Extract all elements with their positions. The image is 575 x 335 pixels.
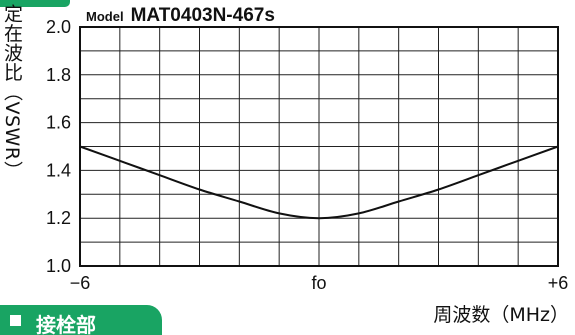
y-tick-label: 2.0: [46, 17, 71, 37]
section-tab: 接栓部: [0, 305, 162, 335]
x-tick-label: −6: [70, 273, 91, 293]
model-label: Model: [86, 9, 124, 24]
y-tick-labels: 1.0 1.2 1.4 1.6 1.8 2.0: [46, 17, 71, 276]
model-name: MAT0403N-467s: [130, 5, 275, 26]
y-tick-label: 1.0: [46, 256, 71, 276]
y-tick-label: 1.6: [46, 113, 71, 133]
x-tick-label: +6: [548, 273, 569, 293]
x-axis-label: 周波数（MHz）: [433, 304, 569, 326]
top-accent-tab: [0, 0, 70, 7]
y-tick-label: 1.8: [46, 65, 71, 85]
section-tab-label: 接栓部: [36, 313, 96, 335]
x-tick-label: fo: [311, 273, 326, 293]
vswr-chart: 1.0 1.2 1.4 1.6 1.8 2.0 −6 fo +6: [46, 17, 569, 293]
x-tick-labels: −6 fo +6: [70, 273, 569, 293]
vswr-curve: [79, 145, 559, 220]
square-bullet-icon: [10, 315, 21, 326]
y-tick-label: 1.4: [46, 160, 71, 180]
chart-grid: [80, 27, 558, 266]
y-axis-label-text: 定在波比（VSWR）: [1, 4, 23, 181]
y-tick-label: 1.2: [46, 208, 71, 228]
chart-header: Model MAT0403N-467s: [86, 5, 275, 27]
y-axis-label: 定在波比（VSWR）: [0, 4, 24, 226]
